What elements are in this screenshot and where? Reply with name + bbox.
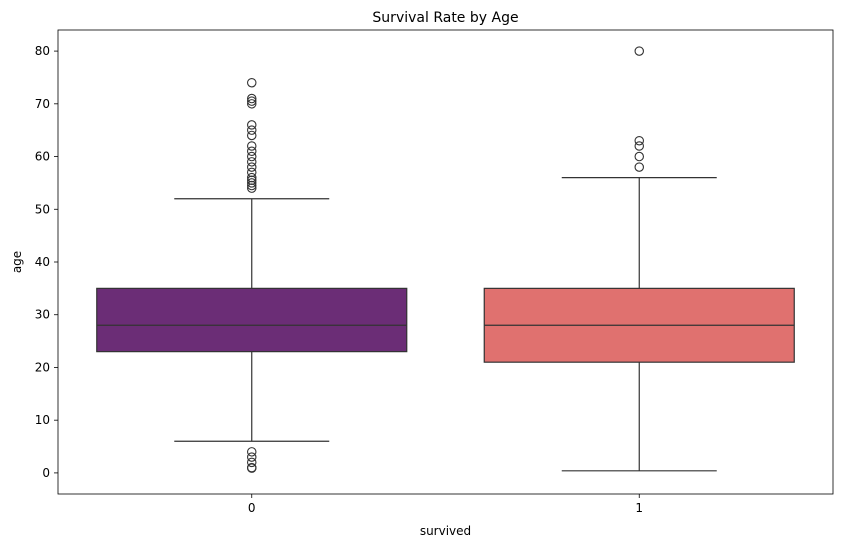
x-axis-label: survived xyxy=(420,524,471,538)
box-iqr xyxy=(96,287,408,353)
boxes-layer xyxy=(96,46,795,473)
outlier-point xyxy=(247,125,257,135)
outlier-point xyxy=(634,135,644,146)
plot-frame xyxy=(57,29,834,495)
box-group-1 xyxy=(483,46,795,472)
outlier-point xyxy=(247,151,257,162)
y-tick-label: 80 xyxy=(35,44,50,58)
axes-layer: 0 10 20 30 40 50 60 70 80 0 1 xyxy=(35,44,643,515)
outlier-point xyxy=(634,141,644,151)
chart-title: Survival Rate by Age xyxy=(372,10,518,26)
outlier-point xyxy=(247,447,257,457)
y-axis-label: age xyxy=(10,251,24,273)
y-tick-label: 40 xyxy=(35,255,50,269)
outlier-point xyxy=(247,146,257,157)
x-tick-label: 1 xyxy=(635,501,643,515)
outlier-point xyxy=(247,180,257,191)
outlier-point xyxy=(247,93,257,104)
y-tick-label: 70 xyxy=(35,97,50,111)
outlier-point xyxy=(247,452,257,462)
outlier-point xyxy=(247,130,257,141)
outlier-point xyxy=(634,151,644,162)
y-tick-label: 20 xyxy=(35,360,50,374)
outlier-point xyxy=(247,457,257,468)
y-tick-label: 0 xyxy=(42,466,50,480)
y-tick-label: 10 xyxy=(35,413,50,427)
outlier-point xyxy=(247,178,257,188)
outlier-point xyxy=(247,96,257,106)
outlier-point xyxy=(247,99,257,109)
outlier-point xyxy=(247,77,257,88)
outlier-point xyxy=(247,183,257,193)
y-tick-label: 30 xyxy=(35,308,50,322)
y-tick-label: 60 xyxy=(35,150,50,164)
outlier-point xyxy=(247,157,257,167)
x-tick-label: 0 xyxy=(248,501,256,515)
outlier-point xyxy=(634,46,644,56)
outlier-point xyxy=(247,162,257,172)
y-tick-label: 50 xyxy=(35,202,50,216)
outlier-point xyxy=(247,463,257,473)
outlier-point xyxy=(247,120,257,130)
outlier-point xyxy=(634,162,644,172)
outlier-point xyxy=(247,141,257,151)
plot-background xyxy=(58,30,833,494)
box-group-0 xyxy=(96,77,408,473)
